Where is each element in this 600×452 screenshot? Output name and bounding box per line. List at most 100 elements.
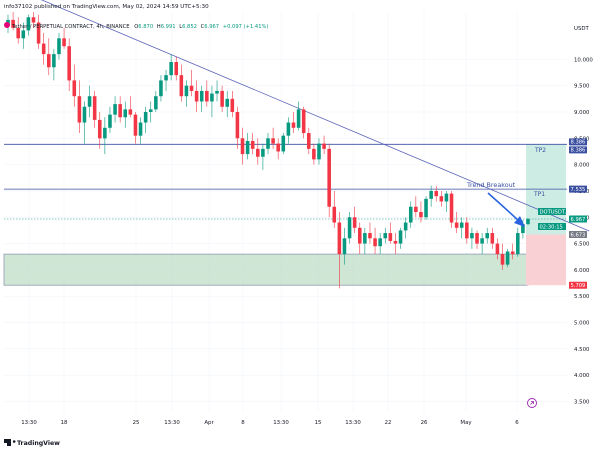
low-value: 6.852	[182, 24, 197, 30]
candle-body	[424, 198, 428, 218]
candle-body	[225, 98, 229, 107]
published-by-text: info37102 published on TradingView.com, …	[4, 4, 209, 10]
symbol-line: Tether / PERPETUAL CONTRACT, 4h, BINANCE	[11, 24, 130, 30]
candle-body	[444, 193, 449, 202]
candle-body	[276, 143, 280, 152]
candle-body	[154, 96, 158, 110]
candle-body	[215, 90, 219, 94]
open-value: 6.870	[138, 24, 153, 30]
candle-body	[77, 96, 82, 123]
price-badge	[569, 185, 587, 193]
price-badge-text: 5.709	[571, 283, 586, 289]
time-tick-label: 15	[315, 420, 322, 426]
candle-body	[337, 222, 342, 255]
candle-body	[256, 148, 260, 157]
candle-body	[429, 190, 433, 199]
price-badge	[569, 138, 587, 146]
candle-body	[485, 233, 489, 239]
candle-body	[11, 19, 15, 28]
candle-body	[403, 222, 408, 231]
open-label: O	[134, 24, 138, 30]
candle-body	[266, 138, 270, 149]
high-label: H	[157, 24, 161, 30]
price-tick-label: 3.500	[574, 399, 590, 405]
high-value: 6.991	[161, 24, 176, 30]
replay-icon[interactable]	[527, 398, 537, 408]
candle-body	[312, 148, 316, 160]
candle-body	[475, 233, 479, 244]
candle-body	[189, 85, 194, 91]
candle-body	[439, 196, 444, 202]
vertical-grid	[28, 12, 518, 412]
stop-zone	[526, 234, 566, 286]
candle-body	[57, 38, 61, 55]
price-badge	[569, 215, 587, 223]
candle-body	[108, 114, 112, 128]
price-badge-text: DOTUSDT.P	[540, 209, 570, 215]
candle-body	[454, 222, 459, 228]
candle-body	[373, 238, 377, 247]
candle-body	[261, 148, 265, 157]
candlestick-series	[6, 12, 530, 289]
plot-area[interactable]	[4, 12, 567, 412]
candle-body	[383, 233, 388, 239]
candle-body	[205, 90, 209, 102]
candle-body	[41, 43, 46, 55]
time-tick-label: 6	[515, 420, 519, 426]
price-badge-text: 7.535	[571, 187, 586, 193]
candle-body	[505, 251, 510, 265]
candle-body	[118, 104, 122, 118]
price-badge	[569, 281, 587, 289]
candle-body	[510, 251, 515, 255]
candle-body	[245, 140, 250, 155]
time-axis[interactable]: 13:30 18 25 13:30 Apr 8 13:30 15 13:30 22 26 May 6	[21, 420, 519, 426]
candle-body	[72, 80, 77, 97]
footer-brand: TradingView	[17, 440, 60, 447]
candle-body	[138, 122, 143, 136]
candle-body	[357, 227, 362, 244]
candle-body	[347, 217, 352, 239]
candle-body	[291, 122, 296, 128]
candle-body	[408, 206, 413, 223]
time-tick-label: May	[460, 420, 472, 426]
time-tick-label: Apr	[204, 420, 214, 426]
candle-body	[128, 109, 133, 115]
candle-body	[368, 233, 372, 239]
candle-body	[210, 93, 214, 102]
candle-body	[250, 140, 255, 149]
candle-body	[240, 138, 245, 155]
tp1-label: TP1	[533, 191, 545, 198]
candle-body	[159, 80, 163, 97]
candle-body	[143, 112, 148, 123]
time-tick-label: 8	[241, 420, 245, 426]
price-badge-text: 8.386	[571, 140, 586, 146]
candle-body	[449, 193, 454, 223]
candle-body	[296, 109, 301, 128]
candle-body	[286, 122, 291, 136]
price-badge	[538, 208, 566, 215]
candle-body	[317, 143, 321, 160]
candle-body	[194, 90, 199, 102]
time-tick-label: 18	[61, 420, 68, 426]
price-tick-label: 4.000	[574, 373, 590, 379]
tp2-label: TP2	[534, 147, 546, 154]
price-badge	[538, 223, 566, 230]
candle-body	[521, 224, 525, 234]
candle-body	[123, 109, 128, 118]
price-tick-label: 8.000	[574, 163, 590, 169]
candle-body	[92, 96, 97, 120]
time-tick-label: 13:30	[164, 420, 180, 426]
price-tick-label: 5.500	[574, 294, 590, 300]
candle-body	[388, 233, 393, 241]
candle-body	[174, 62, 179, 76]
support-zone	[3, 253, 529, 286]
candle-body	[52, 54, 56, 68]
candle-body	[230, 98, 235, 112]
candle-body	[21, 30, 26, 39]
candle-body	[526, 219, 530, 225]
candle-body	[67, 46, 71, 81]
time-tick-label: 13:30	[345, 420, 361, 426]
candle-body	[47, 54, 51, 68]
trend-breakout-label: Trend Breakout	[466, 181, 516, 189]
